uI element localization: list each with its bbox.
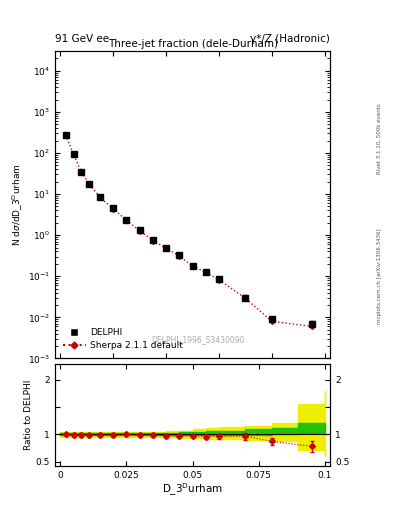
Text: mcplots.cern.ch [arXiv:1306.3436]: mcplots.cern.ch [arXiv:1306.3436] bbox=[377, 229, 382, 324]
Text: 91 GeV ee: 91 GeV ee bbox=[55, 33, 109, 44]
Text: DELPHI_1996_S3430090: DELPHI_1996_S3430090 bbox=[151, 335, 245, 345]
Text: γ*/Z (Hadronic): γ*/Z (Hadronic) bbox=[250, 33, 330, 44]
Y-axis label: Ratio to DELPHI: Ratio to DELPHI bbox=[24, 379, 33, 450]
Y-axis label: N d$\sigma$/dD_3$^{\rm D}$urham: N d$\sigma$/dD_3$^{\rm D}$urham bbox=[11, 163, 25, 246]
Title: Three-jet fraction (dele-Durham): Three-jet fraction (dele-Durham) bbox=[108, 39, 277, 49]
Legend: DELPHI, Sherpa 2.1.1 default: DELPHI, Sherpa 2.1.1 default bbox=[59, 324, 187, 354]
X-axis label: D_3$^{\rm D}$urham: D_3$^{\rm D}$urham bbox=[162, 481, 223, 498]
Text: Rivet 3.1.10, 500k events: Rivet 3.1.10, 500k events bbox=[377, 103, 382, 174]
